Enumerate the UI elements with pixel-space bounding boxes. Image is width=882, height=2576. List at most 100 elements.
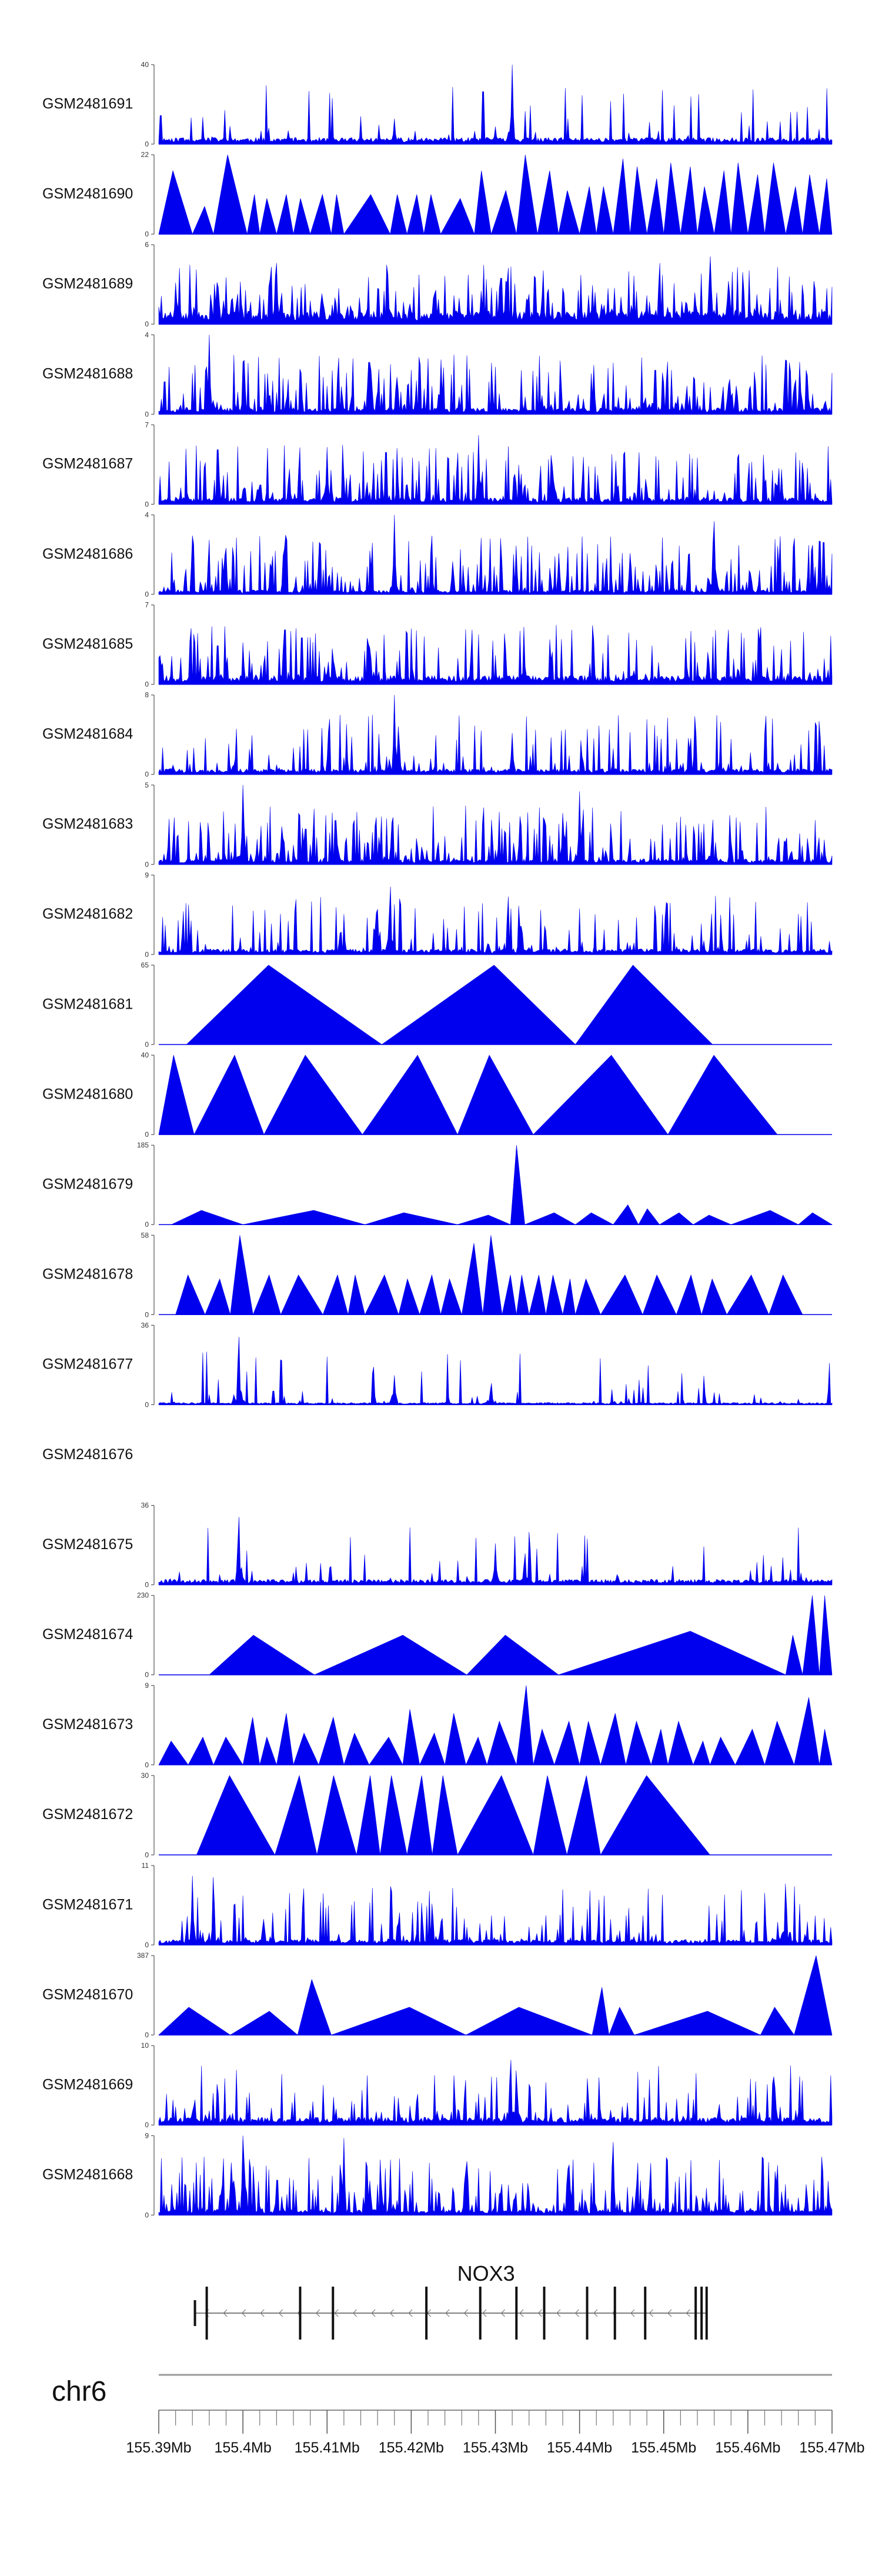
track-gsm2481682: GSM2481682 9 0 <box>42 871 833 959</box>
track-gsm2481676: GSM2481676 <box>42 1446 133 1463</box>
coverage-peak <box>692 1214 731 1225</box>
coverage-peak <box>276 1713 294 1766</box>
axis-tick-label: 155.41Mb <box>295 2440 360 2456</box>
coverage-peak <box>252 1274 281 1315</box>
coverage-peak <box>596 186 614 235</box>
coverage-peak <box>406 1775 433 1856</box>
coverage-peak <box>259 198 277 235</box>
track-label: GSM2481680 <box>42 1086 133 1102</box>
y-tick-label-max: 9 <box>145 1681 149 1690</box>
coverage-peak <box>474 171 492 235</box>
y-tick-label-min: 0 <box>145 860 149 869</box>
coverage-peak <box>642 1274 677 1315</box>
coverage-peak <box>192 206 214 235</box>
track-label: GSM2481686 <box>42 546 133 562</box>
coverage-area <box>158 2060 833 2125</box>
coverage-peak <box>318 1716 345 1766</box>
coverage-peak <box>263 1055 363 1135</box>
coverage-peak <box>537 171 559 235</box>
y-tick-label-max: 9 <box>145 871 149 879</box>
coverage-area <box>158 785 833 865</box>
track-gsm2481681: GSM2481681 65 0 <box>42 961 832 1049</box>
coverage-peak <box>322 1274 349 1315</box>
coverage-peak <box>785 186 803 235</box>
coverage-peak <box>466 2007 593 2036</box>
track-label: GSM2481682 <box>42 906 133 922</box>
coverage-peak <box>362 1055 458 1135</box>
strand-arrow-icon <box>686 2309 690 2317</box>
coverage-peak <box>381 965 576 1045</box>
strand-arrow-icon <box>223 2309 228 2317</box>
coverage-tracks: GSM2481691400GSM2481690220GSM248168960GS… <box>42 61 833 2219</box>
coverage-peak <box>205 1278 231 1315</box>
track-gsm2481677: GSM2481677 36 0 <box>42 1321 833 1409</box>
coverage-peak <box>516 1274 530 1315</box>
coverage-peak <box>764 162 786 235</box>
coverage-peak <box>229 2011 298 2036</box>
coverage-peak <box>659 1212 694 1225</box>
coverage-area <box>158 1517 833 1585</box>
coverage-peak <box>676 1274 702 1315</box>
coverage-peak <box>365 1274 399 1315</box>
track-label: GSM2481690 <box>42 185 133 202</box>
coverage-peak <box>600 1775 711 1856</box>
coverage-peak <box>457 1775 534 1856</box>
axis-ticks: 155.39Mb 155.4Mb 155.41Mb 155.42Mb 155.43Mb 1… <box>126 2410 865 2456</box>
coverage-area <box>158 1876 833 1946</box>
coverage-peak <box>747 174 765 235</box>
coverage-peak <box>650 1729 669 1766</box>
coverage-peak <box>592 1987 610 2036</box>
strand-arrow-icon <box>278 2309 283 2317</box>
strand-arrow-icon <box>630 2309 635 2317</box>
track-gsm2481690: GSM2481690 22 0 <box>42 151 833 238</box>
track-label: GSM2481685 <box>42 636 133 652</box>
coverage-area <box>158 435 833 505</box>
coverage-peak <box>331 194 345 235</box>
coverage-peak <box>730 162 749 235</box>
track-label: GSM2481669 <box>42 2076 133 2093</box>
coverage-peak <box>246 194 260 235</box>
strand-arrow-icon <box>482 2309 487 2317</box>
coverage-peak <box>461 1243 483 1315</box>
y-tick-label-min: 0 <box>145 680 149 689</box>
coverage-peak <box>213 155 248 235</box>
track-gsm2481668: GSM2481668 9 0 <box>42 2131 833 2219</box>
coverage-area <box>158 1337 833 1405</box>
y-tick-label-min: 0 <box>145 500 149 508</box>
axis-tick-label: 155.39Mb <box>126 2440 191 2456</box>
coverage-peak <box>158 1055 195 1135</box>
coverage-peak <box>365 1212 458 1225</box>
track-label: GSM2481683 <box>42 816 133 832</box>
coverage-peak <box>171 1210 243 1225</box>
coverage-peak <box>701 1278 727 1315</box>
strand-arrow-icon <box>334 2309 339 2317</box>
track-label: GSM2481677 <box>42 1356 133 1373</box>
y-tick-label-min: 0 <box>145 1130 149 1139</box>
coverage-peak <box>726 1274 770 1315</box>
axis-tick-label: 155.42Mb <box>379 2440 444 2456</box>
track-gsm2481685: GSM2481685 7 0 <box>42 601 833 689</box>
strand-arrow-icon <box>371 2309 376 2317</box>
track-label: GSM2481676 <box>42 1446 133 1463</box>
track-label: GSM2481691 <box>42 95 133 112</box>
coverage-peak <box>402 1709 420 1766</box>
coverage-peak <box>769 1274 803 1315</box>
coverage-peak <box>230 1235 253 1315</box>
track-gsm2481678: GSM2481678 58 0 <box>42 1231 832 1319</box>
coverage-area <box>158 64 833 145</box>
coverage-peak <box>609 2007 635 2036</box>
track-label: GSM2481668 <box>42 2167 133 2183</box>
y-tick-label-max: 10 <box>141 2041 149 2050</box>
coverage-peak <box>465 1736 487 1766</box>
coverage-peak <box>634 2011 761 2036</box>
coverage-peak <box>242 1717 260 1766</box>
track-label: GSM2481673 <box>42 1716 133 1733</box>
strand-arrow-icon <box>463 2309 468 2317</box>
coverage-peak <box>457 1214 511 1225</box>
coverage-area <box>158 515 833 595</box>
coverage-peak <box>638 1208 660 1225</box>
coverage-peak <box>710 1736 736 1766</box>
y-tick-label-max: 40 <box>141 1051 149 1059</box>
coverage-peak <box>797 1212 833 1225</box>
